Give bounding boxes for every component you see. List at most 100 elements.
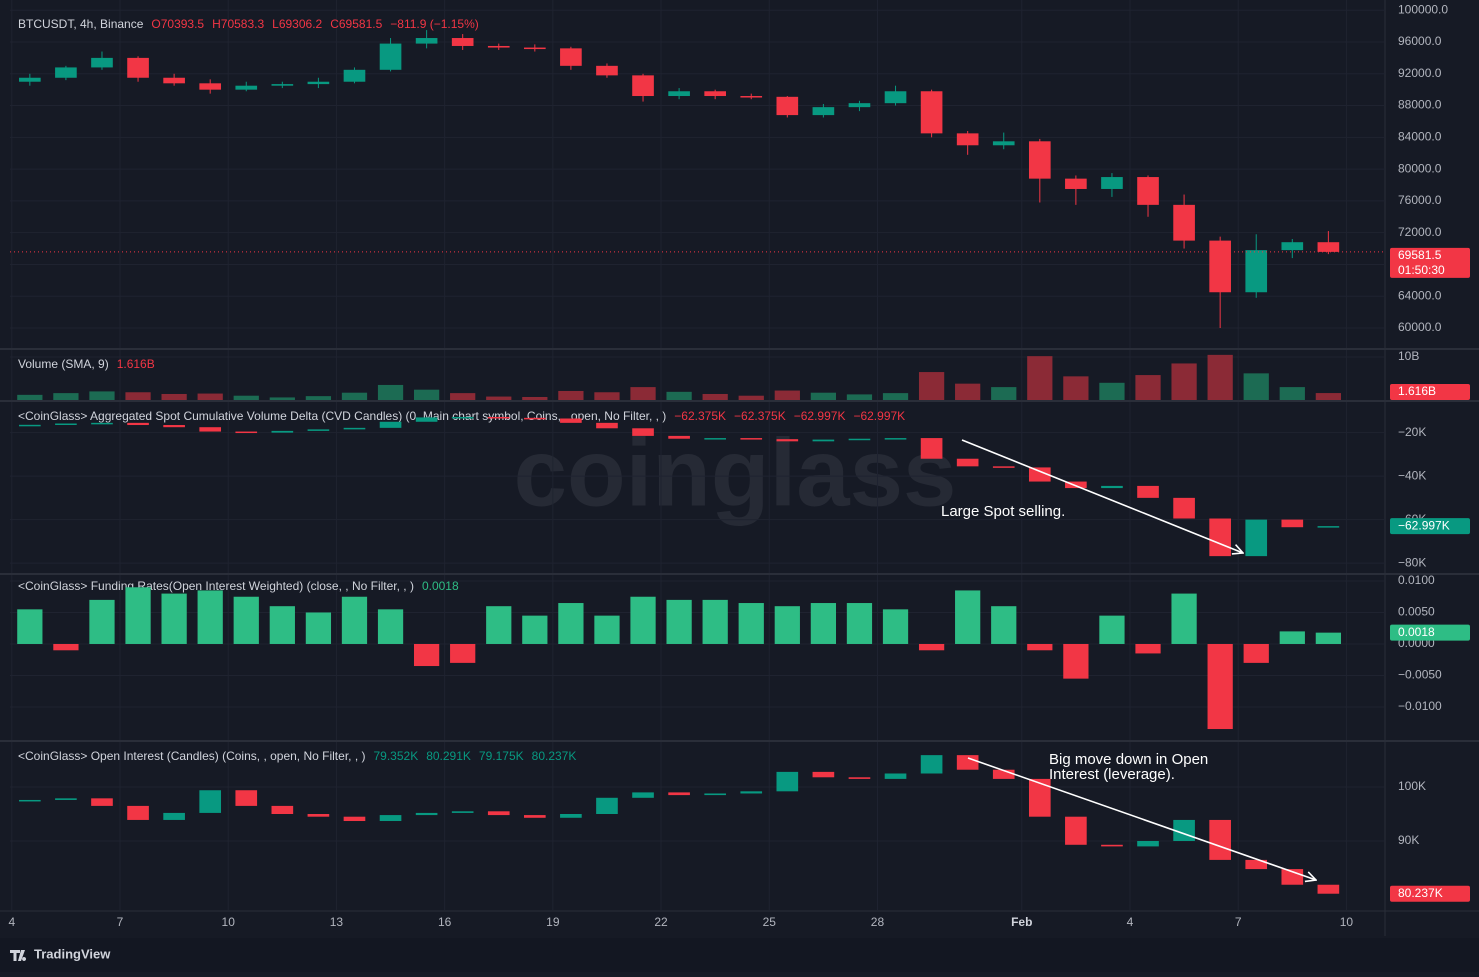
bar [53, 393, 79, 400]
candle-body [956, 755, 979, 770]
bar [233, 596, 259, 644]
candle-body [1137, 485, 1159, 498]
bar [558, 390, 584, 400]
candle-body [55, 798, 77, 800]
legend-value: 80.237K [532, 749, 577, 763]
bar [305, 612, 332, 644]
candle-body [91, 422, 113, 425]
candle-body [163, 425, 185, 428]
last-value-label: −62.997K [1398, 518, 1450, 532]
x-tick-label: 10 [222, 915, 236, 929]
bar [1063, 643, 1089, 679]
bar [1099, 615, 1125, 644]
candle-body [163, 77, 185, 84]
y-tick-label: −40K [1398, 468, 1426, 482]
watermark: coinglass [514, 419, 957, 526]
bar [486, 606, 512, 644]
candle-body [992, 769, 1015, 779]
candle-body [343, 69, 366, 82]
candle-body [956, 133, 979, 146]
last-value-badge [1390, 247, 1470, 278]
bar [522, 615, 548, 644]
bar [53, 643, 79, 651]
candle-body [379, 815, 402, 822]
panel-title: <CoinGlass> Open Interest (Candles) (Coi… [18, 749, 365, 763]
bar [738, 395, 764, 400]
x-tick-label: 28 [871, 915, 885, 929]
candle-body [632, 428, 654, 436]
bar [1135, 643, 1161, 654]
candle-body [740, 96, 763, 98]
candle-body [1317, 884, 1340, 894]
panel-legend: BTCUSDT, 4h, Binance O70393.5 H70583.3 L693… [18, 17, 479, 31]
bar [413, 643, 440, 667]
bar [269, 397, 295, 400]
legend-value: −62.997K [853, 409, 905, 423]
candle-body [1065, 816, 1087, 845]
bar [269, 606, 295, 644]
annotation: Big move down in Open Interest (leverage… [1049, 751, 1209, 783]
x-tick-label: 16 [438, 915, 452, 929]
y-tick-label: 92000.0 [1398, 66, 1442, 80]
bar [1315, 632, 1341, 644]
candle-body [596, 65, 618, 76]
panel-title: BTCUSDT, 4h, Binance [18, 17, 144, 31]
candle-body [920, 755, 943, 774]
candle-body [632, 75, 654, 97]
bar [197, 393, 223, 400]
bar [1027, 356, 1053, 400]
y-tick-label: 76000.0 [1398, 193, 1442, 207]
legend-value: O70393.5 [151, 17, 204, 31]
bar [810, 603, 837, 644]
candle-body [1065, 481, 1087, 489]
bar [991, 387, 1017, 400]
bar [774, 606, 800, 644]
legend-value: 80.291K [426, 749, 471, 763]
bar [594, 615, 620, 644]
legend-value: −62.375K [674, 409, 726, 423]
y-tick-label: 90K [1398, 833, 1419, 847]
bar [1279, 631, 1305, 644]
y-tick-label: 100000.0 [1398, 2, 1448, 16]
bar [161, 593, 187, 644]
candle-body [776, 439, 799, 442]
bar [1243, 373, 1269, 400]
candle-body [451, 416, 474, 419]
candle-body [704, 438, 726, 440]
bar [702, 599, 728, 644]
bar [341, 392, 368, 400]
candle-body [524, 47, 546, 50]
candle-body [199, 790, 222, 813]
bar [1279, 387, 1305, 400]
candle-body [487, 416, 510, 419]
legend-value: L69306.2 [272, 17, 322, 31]
candle-body [884, 91, 907, 104]
bar [450, 393, 476, 400]
candle-body [992, 141, 1015, 146]
bar [17, 609, 43, 644]
y-tick-label: −0.0100 [1398, 699, 1442, 713]
bar [17, 394, 43, 400]
candle-body [776, 96, 799, 116]
panel-legend: Volume (SMA, 9) 1.616B [18, 357, 155, 371]
bar [882, 393, 909, 400]
candle-body [1173, 204, 1195, 241]
panel-legend: <CoinGlass> Aggregated Spot Cumulative V… [18, 409, 905, 423]
candle-body [1101, 177, 1123, 189]
candle-body [307, 81, 330, 85]
x-tick-label: 19 [546, 915, 560, 929]
candle-body [1137, 177, 1159, 205]
candle-body [740, 791, 763, 794]
panel-title: Volume (SMA, 9) [18, 357, 109, 371]
plot-layer: 4710131619222528Feb471060000.064000.0680… [0, 0, 1479, 936]
candle-body [163, 812, 185, 820]
bar [486, 396, 512, 400]
candle-body [271, 84, 294, 86]
legend-value: 79.175K [479, 749, 524, 763]
candle-body [740, 438, 763, 440]
bar [1135, 375, 1161, 400]
candle-body [55, 423, 77, 426]
candle-body [848, 103, 871, 108]
panel-title: <CoinGlass> Aggregated Spot Cumulative V… [18, 409, 666, 423]
